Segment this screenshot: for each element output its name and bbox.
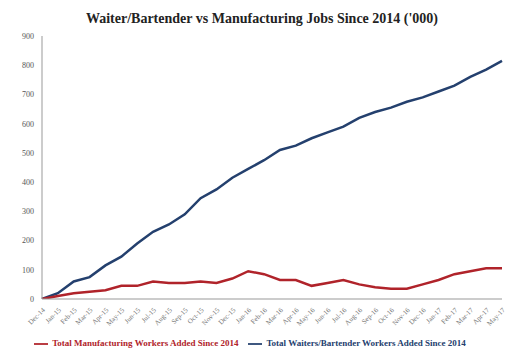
svg-text:700: 700 [22,90,34,99]
svg-text:Aug-15: Aug-15 [153,306,174,327]
svg-text:Feb-15: Feb-15 [59,306,79,326]
svg-text:Feb-16: Feb-16 [249,306,269,326]
svg-text:Sep-15: Sep-15 [170,306,190,326]
svg-text:Mar-15: Mar-15 [74,306,95,327]
svg-text:Jul-15: Jul-15 [139,306,158,325]
svg-text:Sep-16: Sep-16 [360,306,380,326]
svg-text:Dec-14: Dec-14 [27,306,48,327]
svg-text:Jun-15: Jun-15 [123,306,142,325]
svg-text:Apr-15: Apr-15 [90,306,111,327]
svg-text:Oct-16: Oct-16 [376,306,396,326]
svg-text:Apr-17: Apr-17 [471,306,492,327]
svg-text:Mar-16: Mar-16 [264,306,285,327]
html-text:Total Waiters/Bartender Worker: Total Waiters/Bartender Workers Added Si… [266,338,466,349]
svg-text:Jul-16: Jul-16 [330,306,349,325]
svg-text:900: 900 [22,32,34,41]
svg-text:Aug-16: Aug-16 [343,306,364,327]
svg-text:Jun-16: Jun-16 [313,306,332,325]
svg-text:Jan-15: Jan-15 [43,306,63,326]
svg-text:Mar-17: Mar-17 [455,306,476,327]
svg-text:Jan-17: Jan-17 [424,306,444,326]
svg-text:May-17: May-17 [486,306,508,328]
svg-text:Apr-16: Apr-16 [280,306,301,327]
svg-text:May-15: May-15 [105,306,127,328]
svg-text:Dec-16: Dec-16 [407,306,428,327]
svg-text:200: 200 [22,236,34,245]
html-text:Total Manufacturing Workers Ad: Total Manufacturing Workers Added Since … [52,338,239,349]
html-text:Waiter/Bartender vs Manufactur: Waiter/Bartender vs Manufacturing Jobs S… [86,11,438,26]
svg-text:Oct-15: Oct-15 [186,306,206,326]
svg-text:Feb-17: Feb-17 [439,306,460,326]
svg-text:May-16: May-16 [295,306,317,328]
svg-text:600: 600 [22,120,34,129]
svg-text:Dec-15: Dec-15 [217,306,238,327]
svg-text:500: 500 [22,149,34,158]
svg-text:Nov-15: Nov-15 [201,306,222,327]
svg-text:100: 100 [22,266,34,275]
svg-text:Jan-16: Jan-16 [234,306,254,326]
svg-text:0: 0 [30,295,34,304]
svg-text:300: 300 [22,207,34,216]
svg-text:Nov-16: Nov-16 [391,306,412,327]
svg-text:800: 800 [22,61,34,70]
svg-text:400: 400 [22,178,34,187]
